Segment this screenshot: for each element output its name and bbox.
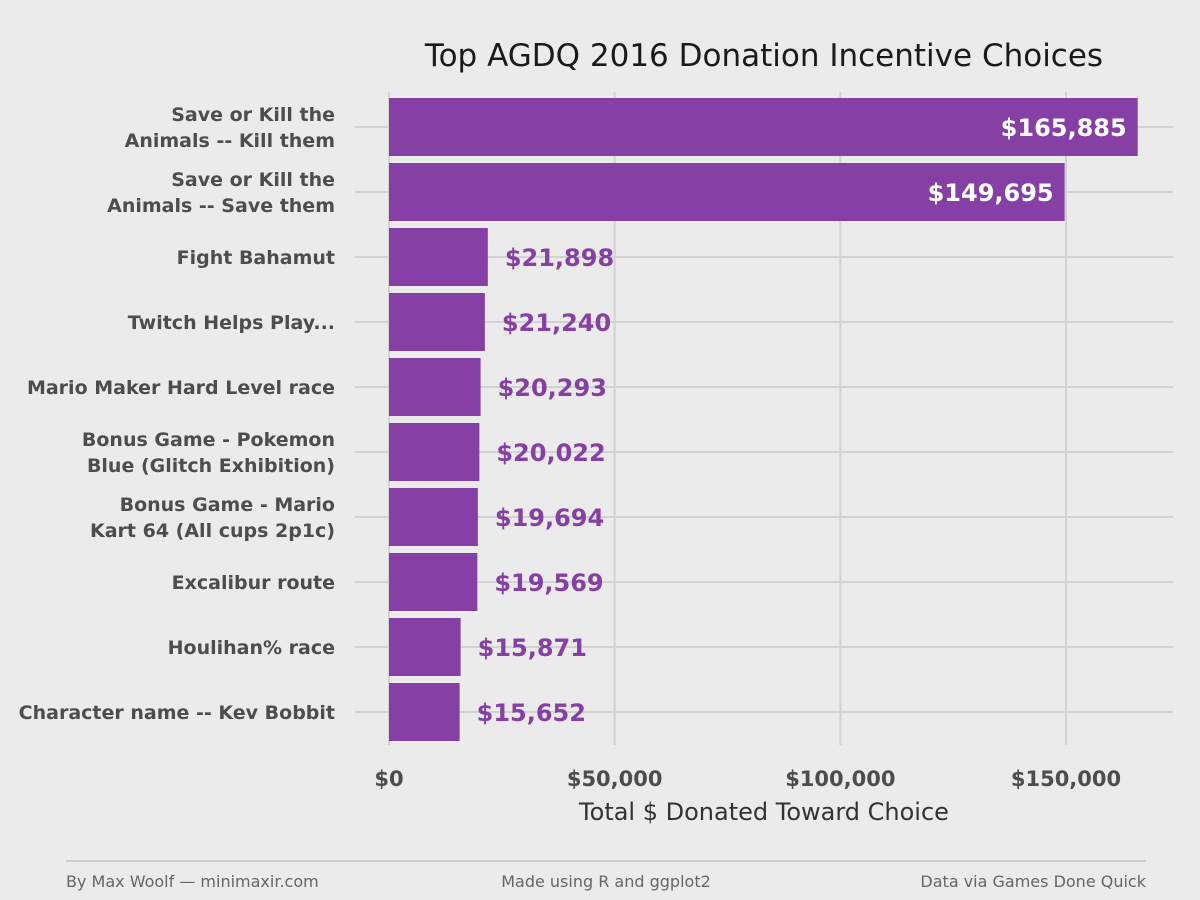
category-label: Blue (Glitch Exhibition) <box>87 455 335 477</box>
footer-source: Data via Games Done Quick <box>920 872 1146 891</box>
category-label: Mario Maker Hard Level race <box>27 377 335 399</box>
x-tick-label: $0 <box>374 767 403 791</box>
value-label: $21,240 <box>502 309 611 337</box>
category-labels: Save or Kill the Animals -- Kill them Save… <box>19 104 335 724</box>
category-label: Excalibur route <box>172 572 335 594</box>
bar <box>389 293 485 351</box>
bar <box>389 553 478 611</box>
x-tick-label: $100,000 <box>785 767 895 791</box>
category-label: Twitch Helps Play... <box>128 312 335 334</box>
value-label: $20,022 <box>496 439 605 467</box>
bar <box>389 423 480 481</box>
category-label: Animals -- Save them <box>107 195 335 217</box>
bar <box>389 228 488 286</box>
category-label: Animals -- Kill them <box>125 130 335 152</box>
category-label: Save or Kill the <box>171 104 335 126</box>
x-tick-labels: $0 $50,000 $100,000 $150,000 <box>374 767 1121 791</box>
value-label: $19,694 <box>495 504 604 532</box>
x-axis-title: Total $ Donated Toward Choice <box>578 798 949 826</box>
value-label: $21,898 <box>505 244 614 272</box>
footer-author: By Max Woolf — minimaxir.com <box>66 872 319 891</box>
bar <box>389 358 481 416</box>
category-label: Fight Bahamut <box>177 247 335 269</box>
value-label: $149,695 <box>928 179 1054 207</box>
value-label: $165,885 <box>1001 114 1127 142</box>
bar <box>389 163 1065 221</box>
category-label: Bonus Game - Pokemon <box>82 429 335 451</box>
value-label: $20,293 <box>498 374 607 402</box>
footer-tools: Made using R and ggplot2 <box>501 872 711 891</box>
bar <box>389 683 460 741</box>
category-label: Character name -- Kev Bobbit <box>19 702 335 724</box>
value-labels: $165,885 $149,695 $21,898 $21,240 $20,293 $20… <box>477 114 1127 727</box>
value-label: $19,569 <box>494 569 603 597</box>
category-label: Houlihan% race <box>168 637 335 659</box>
chart-title: Top AGDQ 2016 Donation Incentive Choices <box>424 38 1103 74</box>
category-label: Save or Kill the <box>171 169 335 191</box>
x-tick-label: $50,000 <box>567 767 663 791</box>
bar <box>389 618 461 676</box>
value-label: $15,652 <box>477 699 586 727</box>
category-label: Kart 64 (All cups 2p1c) <box>90 520 335 542</box>
bar <box>389 98 1138 156</box>
bars <box>389 98 1138 741</box>
bar <box>389 488 478 546</box>
category-label: Bonus Game - Mario <box>120 494 335 516</box>
value-label: $15,871 <box>478 634 587 662</box>
x-tick-label: $150,000 <box>1011 767 1121 791</box>
